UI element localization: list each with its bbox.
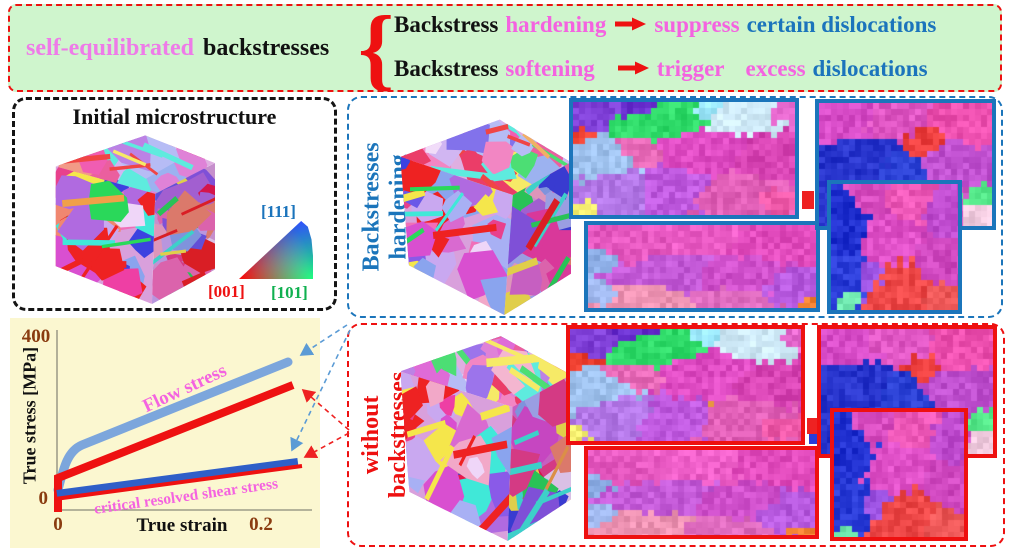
- zoom-inset-hardening-4: [827, 180, 962, 314]
- row1-effect: suppress: [654, 12, 740, 37]
- row1-subject: Backstress: [394, 12, 499, 37]
- microstructure-sliver: [802, 191, 814, 209]
- microstructure-sliver: [809, 434, 818, 444]
- row2-effect: trigger: [656, 56, 725, 81]
- row2-object: dislocations: [812, 56, 928, 81]
- panel-backstresses-hardening: Backstresses hardening: [347, 96, 1003, 318]
- banner-row-softening: Backstress softening trigger excess disl…: [394, 56, 936, 82]
- brace-icon: {: [358, 0, 395, 99]
- row1-mode: hardening: [505, 12, 607, 37]
- zoom-inset-hardening-1: [569, 98, 799, 219]
- right-arrow-icon: [616, 56, 650, 82]
- right-arrow-icon: [613, 12, 647, 38]
- crss-curve-backstress: [56, 458, 299, 500]
- zoom-inset-without-4: [830, 408, 968, 541]
- panel-without-label-line1: without: [358, 395, 385, 475]
- ipf-label-111: [111]: [261, 202, 296, 221]
- plot-curves: [53, 330, 312, 512]
- x-axis-label: True strain: [136, 515, 228, 536]
- banner-lead-main: backstresses: [203, 34, 330, 61]
- row2-qualifier: excess: [745, 56, 806, 81]
- banner-lead-accent: self-equilibrated: [26, 34, 194, 61]
- banner-rows: Backstress hardening suppress certain di…: [394, 6, 936, 90]
- x-tick-0.2: 0.2: [249, 514, 273, 535]
- ipf-label-001: [001]: [208, 282, 245, 301]
- row1-object: certain dislocations: [746, 12, 937, 37]
- deformed-cube-without-backstresses: [401, 329, 571, 541]
- banner: self-equilibrated backstresses { Backstr…: [8, 0, 1002, 99]
- y-axis-label: True stress [MPa]: [19, 346, 40, 485]
- y-tick-0: 0: [38, 488, 49, 509]
- crss-curve-without: [54, 464, 303, 501]
- row2-subject: Backstress: [394, 56, 499, 81]
- initial-polycrystal-cube: [49, 132, 215, 304]
- stress-strain-plot: True stress [MPa] 400 0 0 0.2 True strai…: [10, 318, 320, 548]
- zoom-inset-without-2: [584, 446, 819, 539]
- x-tick-0: 0: [53, 514, 63, 535]
- ipf-label-101: [101]: [271, 283, 308, 302]
- deformed-cube-backstress-hardening: [401, 119, 571, 315]
- initial-microstructure-box: Initial microstructure [111] [001] [101]: [12, 97, 337, 311]
- zoom-inset-without-1: [566, 325, 805, 445]
- ipf-color-triangle: [239, 221, 313, 279]
- row2-mode: softening: [505, 56, 595, 81]
- initial-microstructure-title: Initial microstructure: [72, 104, 277, 129]
- panel-hardening-label-line1: Backstresses: [358, 142, 385, 272]
- zoom-inset-hardening-2: [584, 221, 820, 312]
- y-tick-400: 400: [21, 326, 51, 347]
- banner-lead: self-equilibrated backstresses: [26, 6, 329, 90]
- banner-row-hardening: Backstress hardening suppress certain di…: [394, 12, 936, 38]
- panel-without-backstresses: without backstresses: [347, 323, 1005, 547]
- flow-stress-curve-without: [54, 381, 295, 512]
- microstructure-sliver: [807, 418, 819, 434]
